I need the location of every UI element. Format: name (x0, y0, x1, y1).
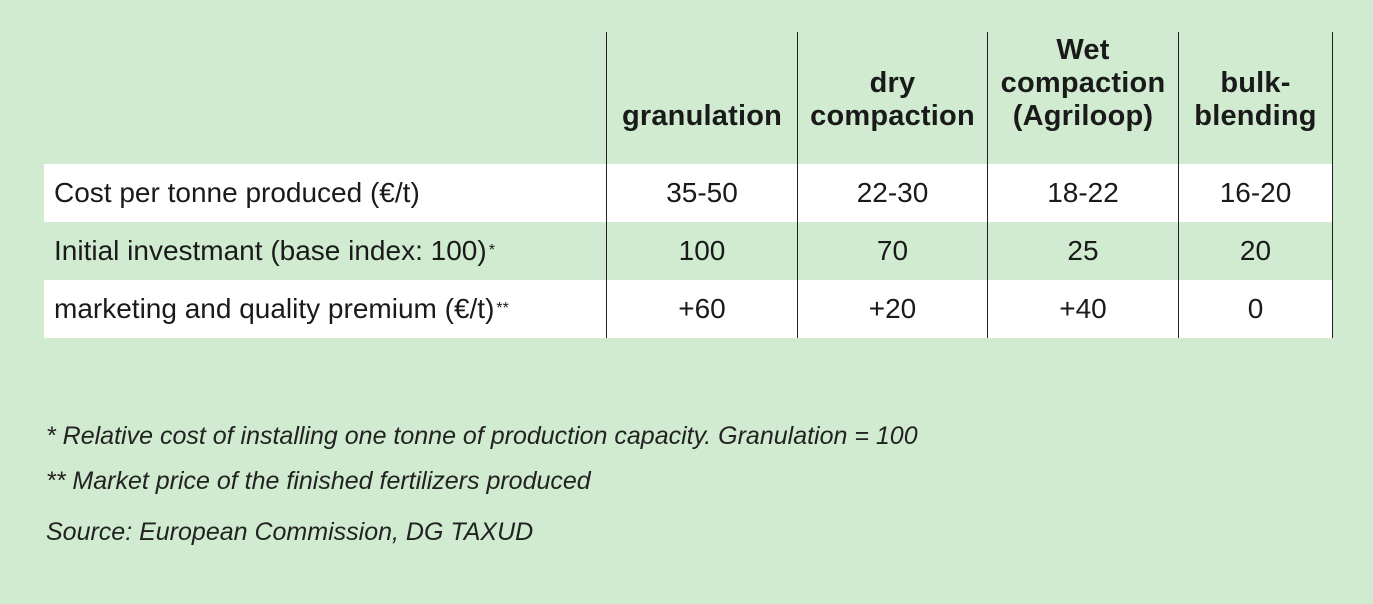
table-row: Cost per tonne produced (€/t) 35-50 22-3… (44, 164, 1333, 222)
header-wet-compaction: Wet compaction (Agriloop) (987, 32, 1178, 164)
footnotes: * Relative cost of installing one tonne … (46, 414, 918, 555)
header-line: compaction (810, 100, 975, 132)
header-line: bulk- (1220, 67, 1291, 99)
table-cell: 16-20 (1178, 164, 1333, 222)
header-line: dry (869, 67, 916, 99)
table-row: Initial investmant (base index: 100) * 10… (44, 222, 1333, 280)
table-cell: 22-30 (797, 164, 987, 222)
table-cell: 35-50 (606, 164, 797, 222)
comparison-table: granulation dry compaction Wet compactio… (44, 32, 1333, 338)
source-note: Source: European Commission, DG TAXUD (46, 518, 534, 546)
header-line: granulation (621, 100, 783, 132)
table-cell: 0 (1178, 280, 1333, 338)
table-cell: 100 (606, 222, 797, 280)
table-row: marketing and quality premium (€/t) ** +6… (44, 280, 1333, 338)
row-label: Initial investmant (base index: 100) * (44, 222, 606, 280)
table-cell: +60 (606, 280, 797, 338)
header-bulk-blending: bulk- blending (1178, 32, 1333, 164)
header-line: (Agriloop) (1012, 100, 1154, 132)
header-line: Wet (1056, 34, 1110, 66)
header-dry-compaction: dry compaction (797, 32, 987, 164)
row-label: marketing and quality premium (€/t) ** (44, 280, 606, 338)
row-label-text: marketing and quality premium (€/t) (54, 293, 495, 324)
table-header-row: granulation dry compaction Wet compactio… (44, 32, 1333, 164)
header-granulation: granulation (606, 32, 797, 164)
table-cell: 20 (1178, 222, 1333, 280)
row-label-text: Cost per tonne produced (€/t) (54, 177, 420, 208)
table-cell: 25 (987, 222, 1178, 280)
header-line: compaction (1000, 67, 1166, 99)
table-cell: +40 (987, 280, 1178, 338)
table-cell: 18-22 (987, 164, 1178, 222)
table-cell: 70 (797, 222, 987, 280)
row-label-text: Initial investmant (base index: 100) (54, 235, 487, 266)
footnote-premium: ** Market price of the finished fertiliz… (46, 467, 591, 495)
row-label: Cost per tonne produced (€/t) (44, 164, 606, 222)
table-cell: +20 (797, 280, 987, 338)
footnote-investment: * Relative cost of installing one tonne … (46, 422, 918, 450)
header-empty-cell (44, 32, 606, 164)
header-line: blending (1194, 100, 1317, 132)
